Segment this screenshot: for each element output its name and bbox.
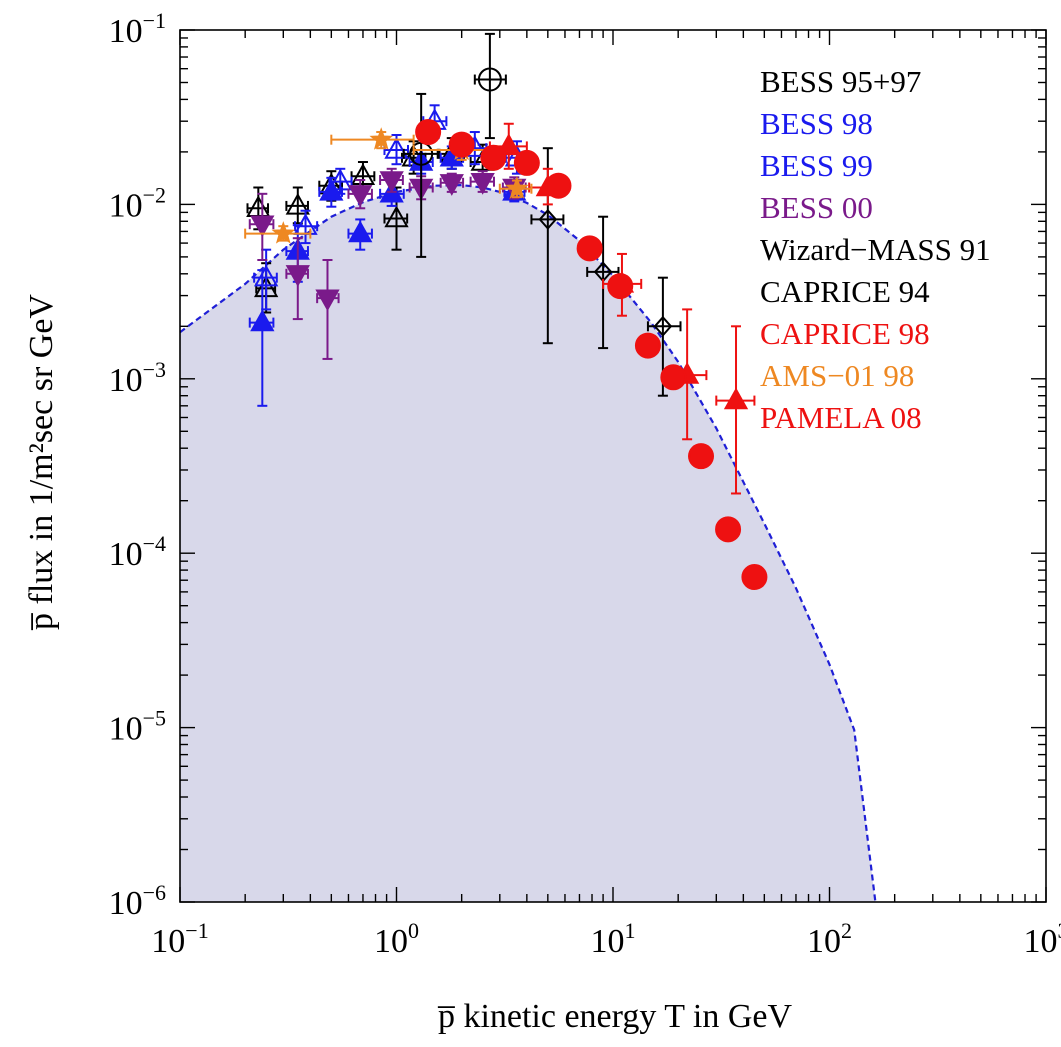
x-tick-label: 100 [374,918,419,960]
data-point [416,120,440,144]
data-marker [689,444,713,468]
data-point [578,236,602,260]
data-point [608,274,632,298]
data-point [481,146,505,170]
data-point [546,174,570,198]
data-point [742,565,766,589]
x-tick-label: 10−1 [151,918,208,960]
data-marker [716,517,740,541]
data-marker [726,390,747,409]
y-axis-label: p̅ flux in 1/m²sec sr GeV [23,294,60,631]
legend-entry: Wizard−MASS 91 [760,232,991,267]
data-marker [252,216,273,235]
data-point [515,151,539,175]
legend-entry: AMS−01 98 [760,358,914,393]
data-point [661,365,685,389]
x-tick-label: 103 [1024,918,1061,960]
data-point [450,133,474,157]
y-tick-label: 10−3 [109,357,166,399]
data-marker [515,151,539,175]
data-point [475,34,506,138]
data-marker [636,334,660,358]
data-point [689,444,713,468]
data-point [716,517,740,541]
legend-entry: BESS 00 [760,190,873,225]
y-tick-label: 10−5 [109,706,166,748]
y-tick-label: 10−2 [109,182,166,224]
x-axis-label: p̅ kinetic energy T in GeV [437,998,792,1035]
data-marker [546,174,570,198]
data-marker [578,236,602,260]
data-marker [450,133,474,157]
data-point [636,334,660,358]
legend-entry: BESS 95+97 [760,64,921,99]
data-marker [416,120,440,144]
x-tick-label: 102 [807,918,852,960]
legend-entry: BESS 98 [760,106,873,141]
y-tick-label: 10−6 [109,880,166,922]
x-tick-label: 101 [591,918,636,960]
data-marker [608,274,632,298]
y-tick-label: 10−4 [109,531,166,573]
legend-entry: PAMELA 08 [760,400,922,435]
legend-entry: CAPRICE 98 [760,316,930,351]
y-tick-label: 10−1 [109,8,166,50]
legend-entry: BESS 99 [760,148,873,183]
legend-entry: CAPRICE 94 [760,274,930,309]
data-marker [742,565,766,589]
data-marker [661,365,685,389]
data-marker [481,146,505,170]
